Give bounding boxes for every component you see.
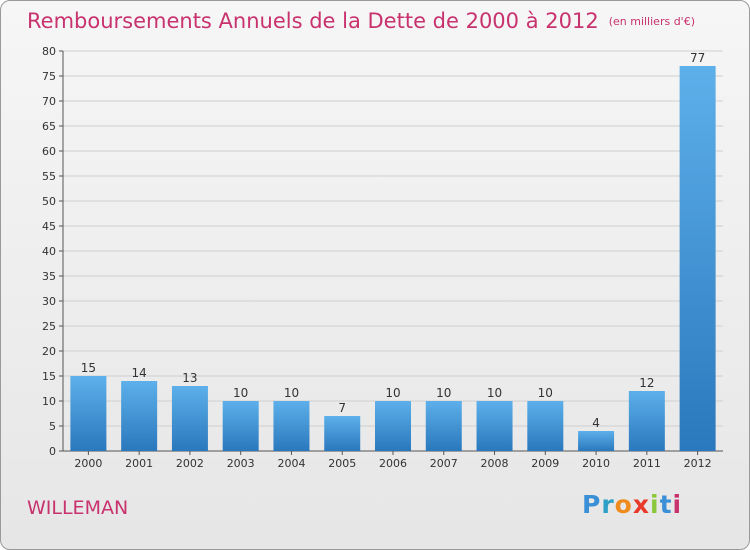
bar-2002 bbox=[171, 386, 208, 451]
logo-letter: o bbox=[614, 490, 633, 519]
x-tick-label: 2009 bbox=[531, 457, 559, 470]
bar-2003 bbox=[222, 401, 259, 451]
data-label: 7 bbox=[338, 401, 346, 415]
data-label: 14 bbox=[132, 366, 147, 380]
logo-letter: t bbox=[659, 490, 673, 519]
bar-2005 bbox=[324, 416, 361, 451]
y-tick-label: 55 bbox=[42, 170, 56, 183]
bar-2007 bbox=[425, 401, 462, 451]
y-tick-label: 0 bbox=[49, 445, 56, 458]
labels: 15 14 13 10 10 7 10 10 10 10 4 12 77 bbox=[81, 51, 706, 430]
chart-title-text: Remboursements Annuels de la Dette de 20… bbox=[27, 9, 599, 33]
bar-2006 bbox=[375, 401, 411, 451]
data-label: 10 bbox=[436, 386, 451, 400]
x-tick-label: 2000 bbox=[74, 457, 102, 470]
bar-2010 bbox=[578, 431, 615, 451]
logo-letter: P bbox=[582, 490, 602, 519]
y-tick-label: 75 bbox=[42, 70, 56, 83]
x-tick-label: 2008 bbox=[481, 457, 509, 470]
bar-2001 bbox=[121, 381, 158, 451]
x-tick-label: 2010 bbox=[582, 457, 610, 470]
logo-letter: x bbox=[632, 490, 650, 519]
chart-subtitle: (en milliers d'€) bbox=[608, 15, 695, 28]
y-tick-label: 35 bbox=[42, 270, 56, 283]
x-tick-label: 2012 bbox=[684, 457, 712, 470]
y-tick-label: 80 bbox=[42, 45, 56, 58]
y-tick-label: 15 bbox=[42, 370, 56, 383]
data-label: 4 bbox=[592, 416, 600, 430]
data-label: 10 bbox=[385, 386, 400, 400]
logo-letter: i bbox=[650, 490, 660, 519]
bars bbox=[70, 66, 716, 451]
data-label: 77 bbox=[690, 51, 705, 65]
x-tick-label: 2007 bbox=[430, 457, 458, 470]
x-tick-label: 2005 bbox=[328, 457, 356, 470]
axes: 0 5 10 15 20 25 30 35 40 45 50 55 60 65 70 75 80 2000 2001… bbox=[42, 45, 723, 470]
x-tick-label: 2004 bbox=[277, 457, 305, 470]
data-label: 10 bbox=[284, 386, 299, 400]
x-tick-label: 2001 bbox=[125, 457, 153, 470]
bar-2008 bbox=[476, 401, 513, 451]
bar-2009 bbox=[527, 401, 564, 451]
data-label: 12 bbox=[639, 376, 654, 390]
x-tick-label: 2006 bbox=[379, 457, 407, 470]
logo-letter: r bbox=[601, 490, 615, 519]
x-tick-label: 2002 bbox=[176, 457, 204, 470]
logo-letter: i bbox=[672, 490, 683, 519]
y-tick-label: 10 bbox=[42, 395, 56, 408]
bar-2000 bbox=[70, 376, 107, 451]
y-tick-label: 5 bbox=[49, 420, 56, 433]
y-tick-label: 60 bbox=[42, 145, 56, 158]
data-label: 13 bbox=[182, 371, 197, 385]
data-label: 10 bbox=[233, 386, 248, 400]
y-tick-label: 20 bbox=[42, 345, 56, 358]
y-tick-label: 50 bbox=[42, 195, 56, 208]
y-tick-label: 70 bbox=[42, 95, 56, 108]
bar-2011 bbox=[628, 391, 665, 451]
x-tick-label: 2003 bbox=[227, 457, 255, 470]
data-label: 10 bbox=[538, 386, 553, 400]
data-label: 10 bbox=[487, 386, 502, 400]
x-tick-label: 2011 bbox=[633, 457, 661, 470]
commune-name: WILLEMAN bbox=[27, 497, 129, 519]
data-label: 15 bbox=[81, 361, 96, 375]
y-tick-label: 65 bbox=[42, 120, 56, 133]
chart-title: Remboursements Annuels de la Dette de 20… bbox=[27, 9, 695, 33]
y-tick-label: 45 bbox=[42, 220, 56, 233]
y-tick-label: 25 bbox=[42, 320, 56, 333]
y-tick-label: 40 bbox=[42, 245, 56, 258]
bar-2012 bbox=[679, 66, 716, 451]
bar-2004 bbox=[273, 401, 310, 451]
y-tick-label: 30 bbox=[42, 295, 56, 308]
